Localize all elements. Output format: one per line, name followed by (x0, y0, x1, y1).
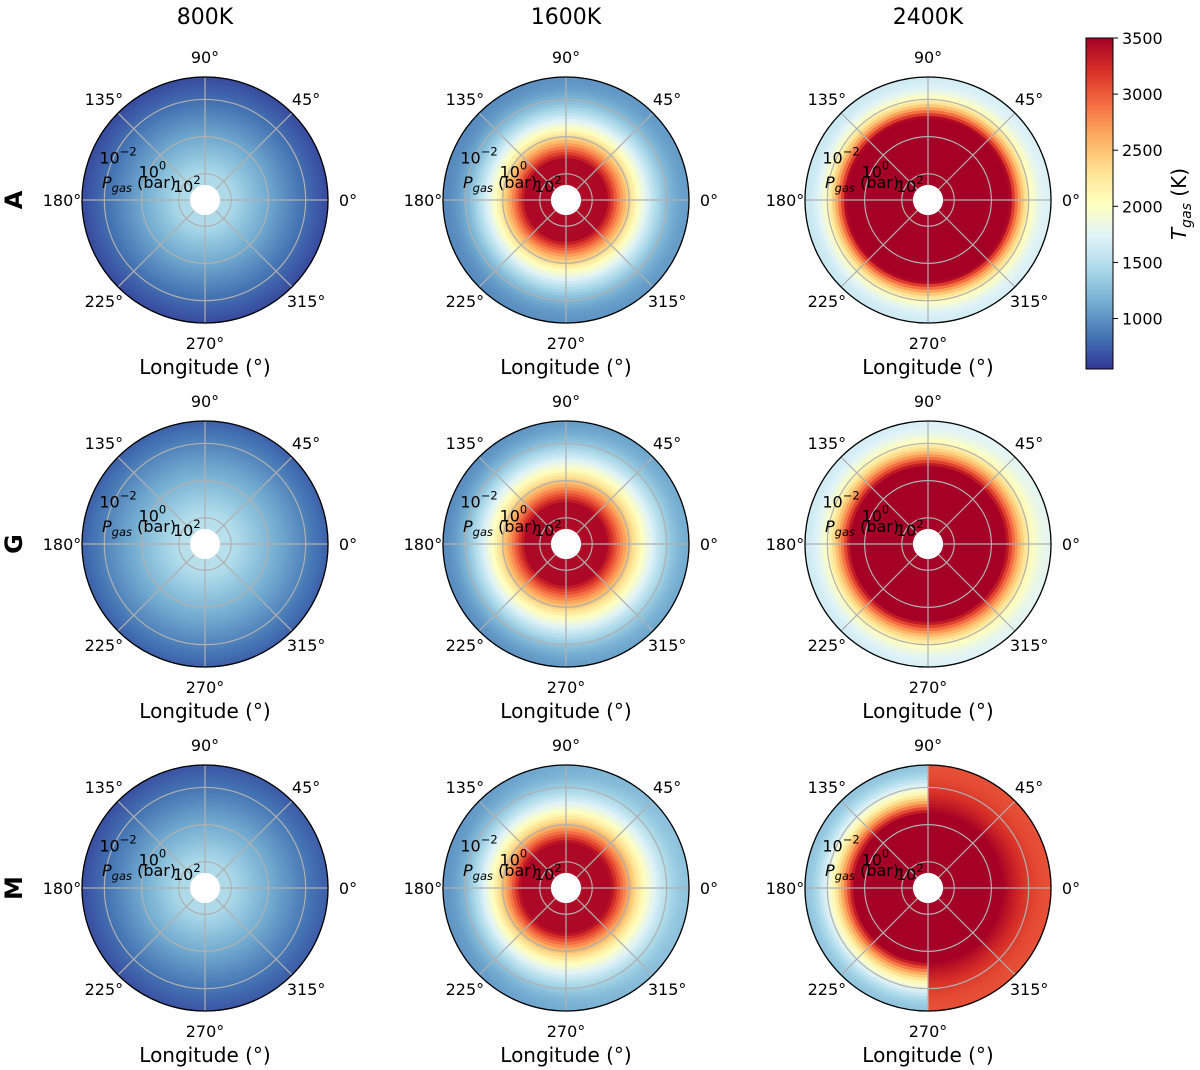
polar-panel-A-800K: 0°45°90°135°180°225°270°315°10−2100102Pg… (43, 48, 357, 379)
angle-tick-label: 225° (85, 292, 124, 311)
angle-tick-label: 270° (186, 334, 225, 353)
polar-panel-A-1600K: 0°45°90°135°180°225°270°315°10−2100102Pg… (404, 48, 718, 379)
x-axis-label: Longitude (°) (139, 355, 270, 379)
angle-tick-label: 315° (287, 292, 326, 311)
center-hole (190, 185, 220, 215)
angle-tick-label: 90° (191, 48, 219, 67)
angle-tick-label: 0° (339, 191, 357, 210)
angle-tick-label: 180° (43, 191, 82, 210)
angle-tick-label: 135° (85, 90, 124, 109)
angle-tick-label: 45° (292, 90, 320, 109)
